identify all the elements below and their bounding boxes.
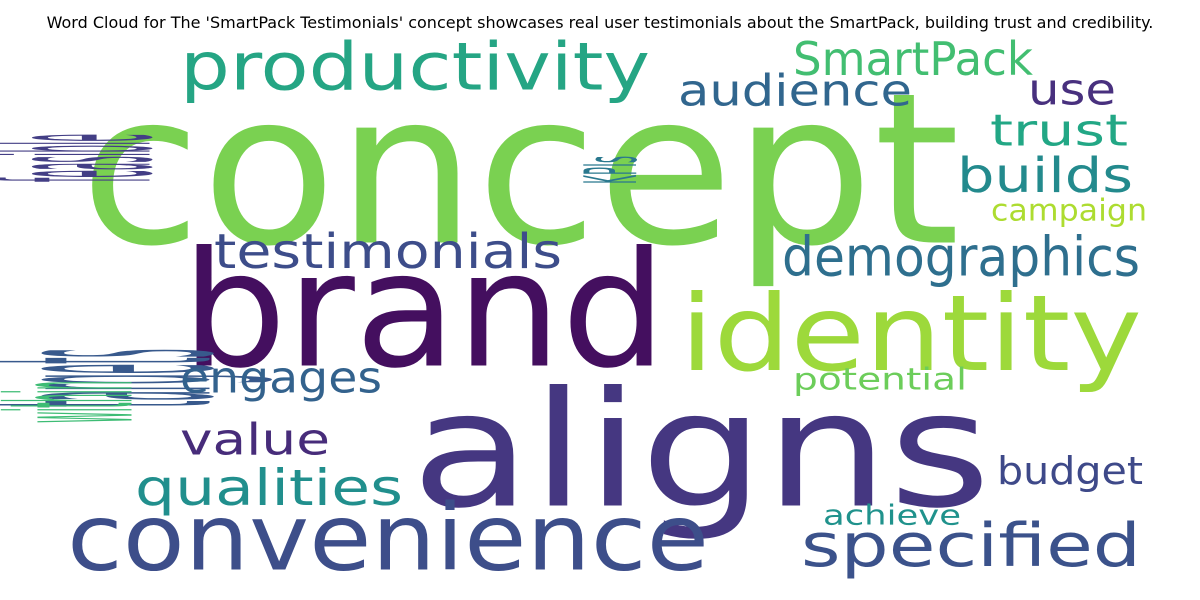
- word-value: value: [180, 415, 330, 466]
- word-smartpack: SmartPack: [793, 32, 1033, 86]
- word-potential: potential: [793, 363, 967, 398]
- word-aligns: aligns: [411, 357, 991, 544]
- word-productivity: productivity: [180, 29, 650, 106]
- word-budget: budget: [997, 449, 1143, 493]
- word-within: within: [0, 381, 173, 423]
- word-trust: trust: [990, 106, 1128, 157]
- word-achieve: achieve: [823, 499, 961, 532]
- word-specified: specified: [801, 511, 1141, 581]
- word-concept: concept: [80, 48, 960, 293]
- word-targets: targets: [0, 349, 281, 407]
- word-identity: identity: [680, 273, 1142, 395]
- word-feasible: feasible: [0, 134, 200, 182]
- word-builds: builds: [957, 148, 1133, 204]
- word-campaign: campaign: [991, 194, 1147, 229]
- word-convenience: convenience: [67, 485, 709, 592]
- figure-title: Word Cloud for The 'SmartPack Testimonia…: [46, 13, 1154, 32]
- word-testimonials: testimonials: [214, 224, 562, 280]
- word-demographics: demographics: [782, 226, 1140, 289]
- word-brand: brand: [182, 217, 667, 404]
- word-kpis: KPIs: [569, 156, 653, 184]
- word-use: use: [1028, 65, 1116, 116]
- word-audience: audience: [678, 66, 912, 117]
- word-qualities: qualities: [135, 459, 403, 517]
- word-engages: engages: [180, 353, 382, 404]
